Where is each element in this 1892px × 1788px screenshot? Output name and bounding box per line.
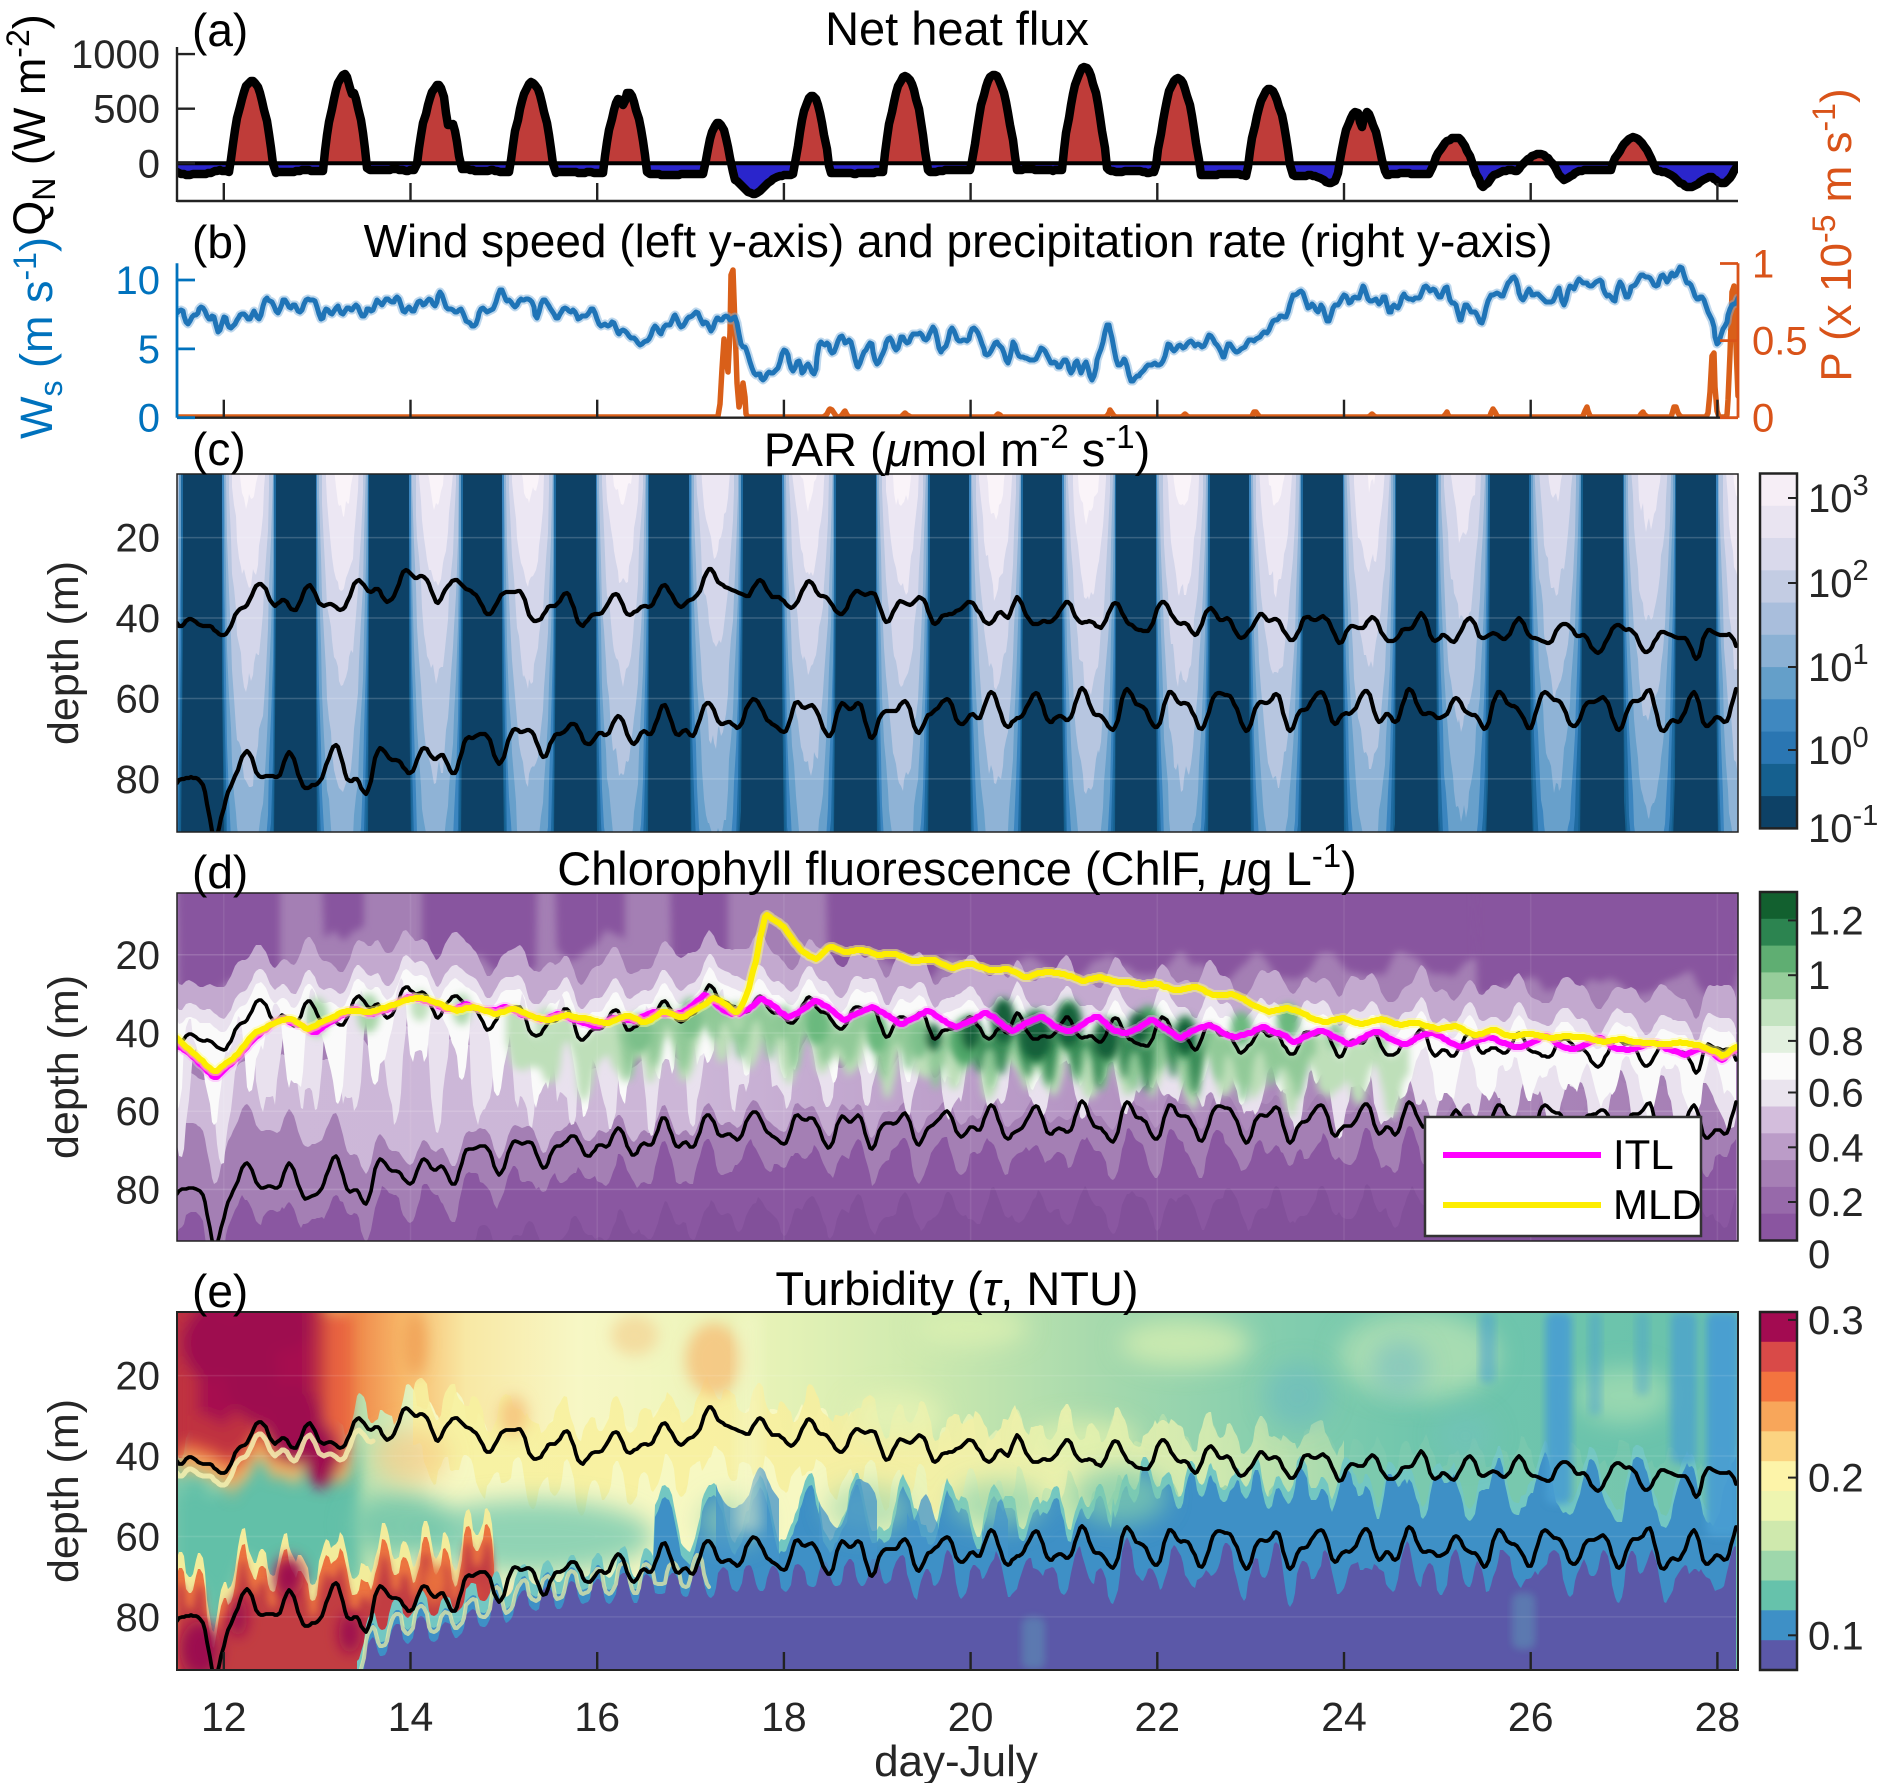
svg-text:depth (m): depth (m): [40, 561, 88, 745]
svg-text:18: 18: [761, 1694, 807, 1740]
svg-text:60: 60: [116, 1090, 161, 1134]
svg-text:5: 5: [138, 328, 160, 372]
svg-text:0: 0: [138, 397, 160, 441]
svg-text:20: 20: [116, 934, 161, 978]
svg-text:22: 22: [1134, 1694, 1180, 1740]
svg-text:Chlorophyll fluorescence (ChlF: Chlorophyll fluorescence (ChlF, μg L-1): [557, 837, 1357, 895]
svg-text:(a): (a): [192, 4, 248, 56]
svg-text:0: 0: [1808, 1233, 1830, 1277]
svg-text:day-July: day-July: [874, 1737, 1038, 1783]
svg-text:40: 40: [116, 597, 161, 641]
svg-text:0.2: 0.2: [1808, 1457, 1864, 1501]
svg-text:Net heat flux: Net heat flux: [825, 2, 1089, 55]
svg-text:10: 10: [116, 259, 161, 303]
svg-text:80: 80: [116, 1168, 161, 1212]
svg-text:60: 60: [116, 678, 161, 722]
svg-text:20: 20: [116, 517, 161, 561]
svg-text:60: 60: [116, 1516, 161, 1560]
svg-text:500: 500: [93, 88, 160, 132]
svg-text:depth (m): depth (m): [40, 1399, 88, 1583]
svg-text:14: 14: [388, 1694, 434, 1740]
svg-text:20: 20: [948, 1694, 994, 1740]
svg-text:Turbidity (τ, NTU): Turbidity (τ, NTU): [775, 1262, 1138, 1315]
svg-text:1: 1: [1808, 954, 1830, 998]
svg-text:depth (m): depth (m): [40, 975, 88, 1159]
svg-text:0.5: 0.5: [1752, 320, 1808, 364]
svg-text:1: 1: [1752, 243, 1774, 287]
svg-text:0.1: 0.1: [1808, 1614, 1864, 1658]
svg-text:40: 40: [116, 1435, 161, 1479]
svg-text:0.2: 0.2: [1808, 1181, 1864, 1225]
svg-text:(d): (d): [192, 846, 248, 898]
svg-text:0: 0: [138, 142, 160, 186]
svg-text:0.6: 0.6: [1808, 1072, 1864, 1116]
svg-text:(c): (c): [192, 423, 246, 475]
svg-text:20: 20: [116, 1355, 161, 1399]
svg-text:12: 12: [201, 1694, 247, 1740]
svg-text:(b): (b): [192, 216, 248, 268]
svg-text:26: 26: [1508, 1694, 1554, 1740]
svg-text:28: 28: [1695, 1694, 1741, 1740]
svg-text:16: 16: [574, 1694, 620, 1740]
svg-text:1000: 1000: [71, 33, 160, 77]
svg-text:Ws (m s-1): Ws (m s-1): [7, 237, 69, 439]
svg-text:24: 24: [1321, 1694, 1367, 1740]
svg-text:Wind speed (left y-axis) and p: Wind speed (left y-axis) and precipitati…: [364, 215, 1553, 267]
svg-text:40: 40: [116, 1012, 161, 1056]
svg-text:0.3: 0.3: [1808, 1299, 1864, 1343]
svg-text:80: 80: [116, 758, 161, 802]
svg-text:MLD: MLD: [1613, 1181, 1702, 1228]
svg-text:0: 0: [1752, 397, 1774, 441]
svg-text:(e): (e): [192, 1265, 248, 1317]
svg-text:ITL: ITL: [1613, 1131, 1674, 1178]
svg-text:103: 103: [1808, 470, 1869, 521]
svg-text:PAR (μmol m-2 s-1): PAR (μmol m-2 s-1): [764, 418, 1150, 476]
svg-text:0.8: 0.8: [1808, 1020, 1864, 1064]
svg-text:1.2: 1.2: [1808, 899, 1864, 943]
svg-text:0.4: 0.4: [1808, 1126, 1864, 1170]
svg-text:80: 80: [116, 1596, 161, 1640]
